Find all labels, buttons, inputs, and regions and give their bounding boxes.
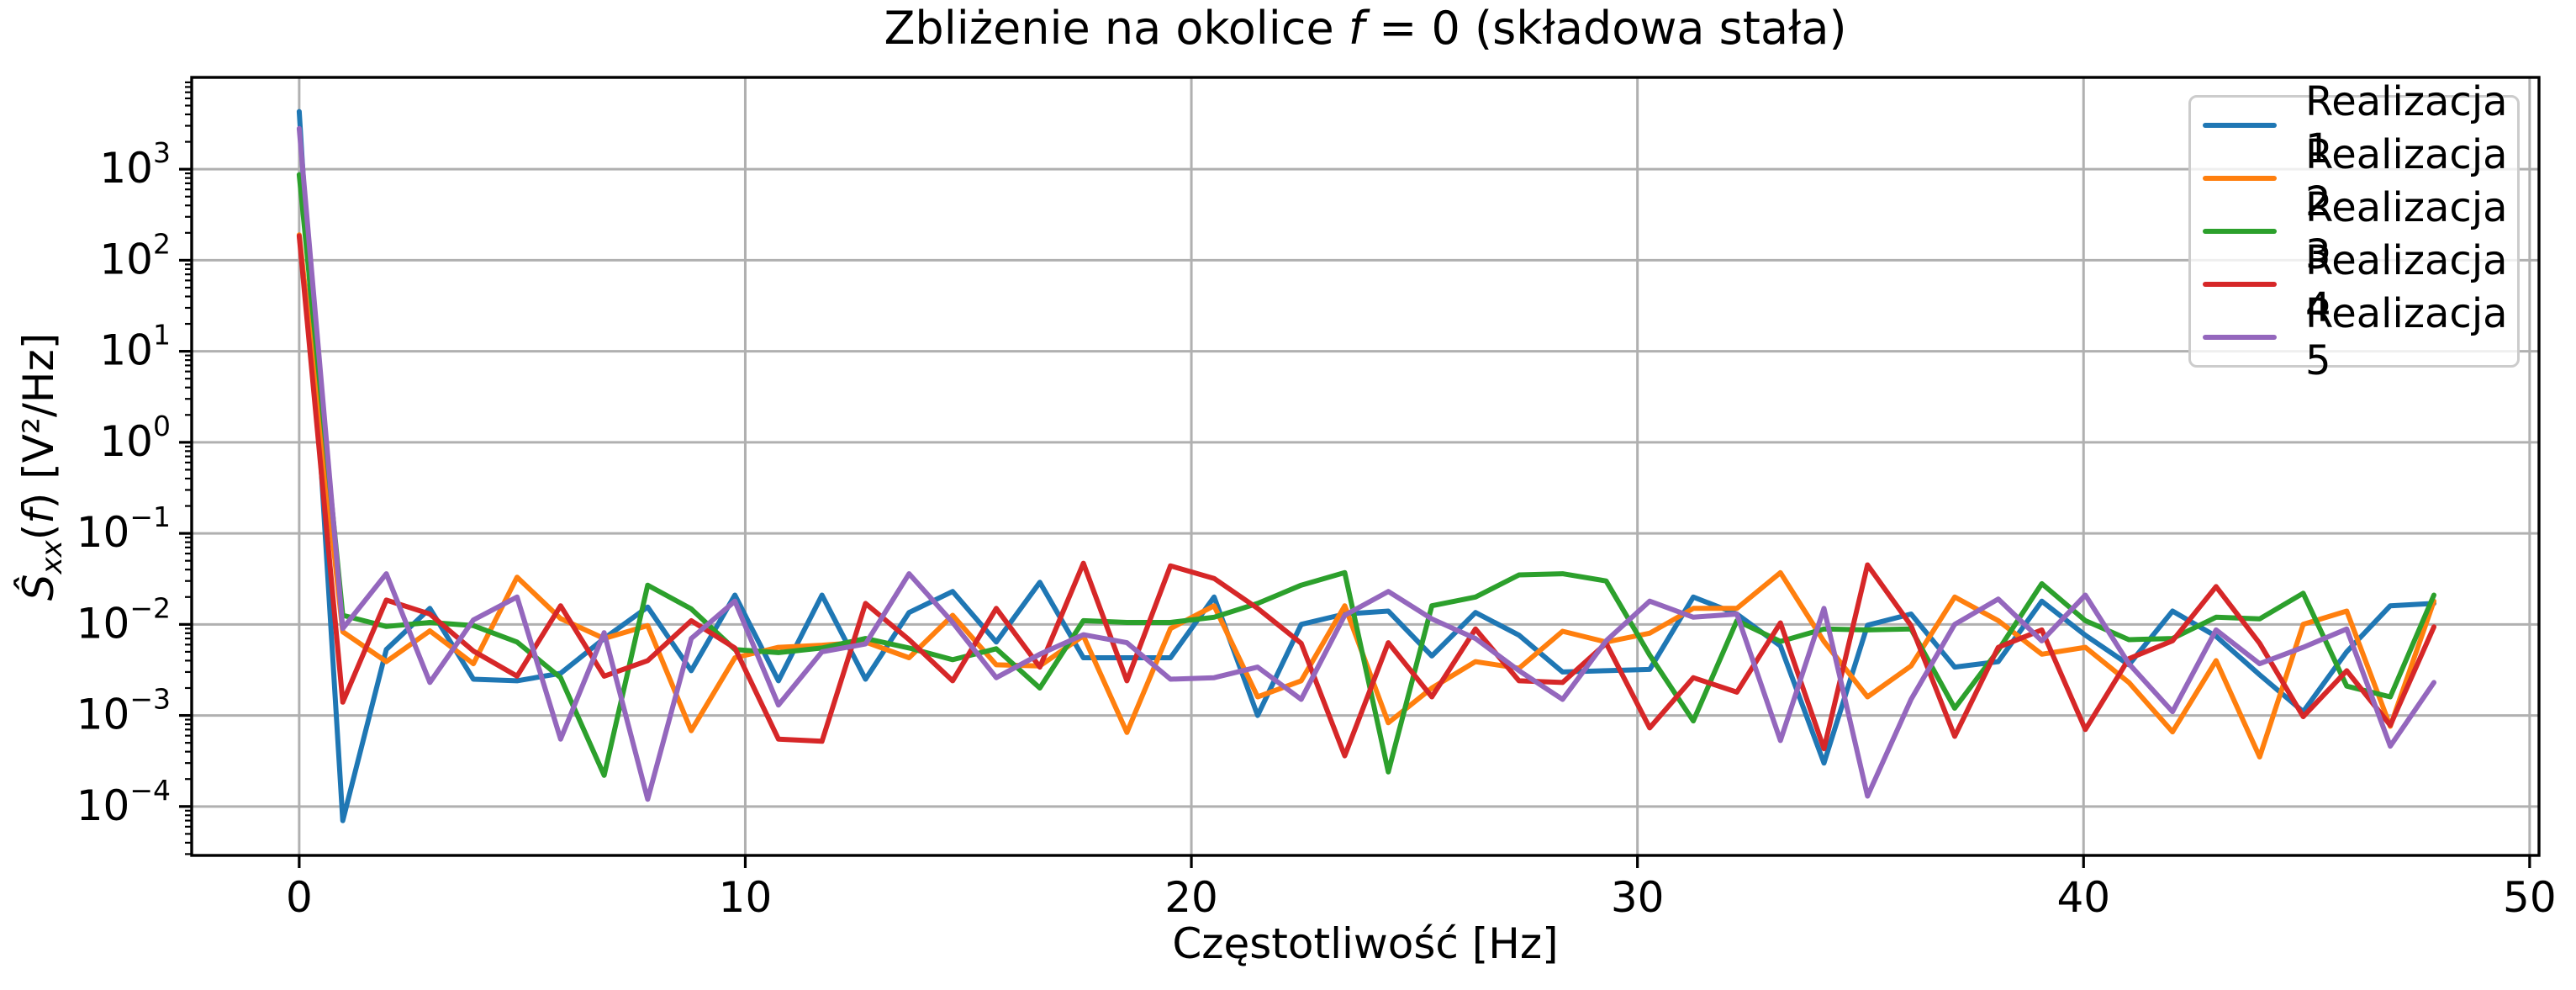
x-axis-label: Częstotliwość [Hz] [1172, 919, 1559, 968]
series-line-3 [296, 172, 2436, 778]
title-text-1: Zbliżenie na okolice [884, 2, 1349, 55]
x-tick-label-0: 0 [286, 873, 313, 922]
legend-label-2: Realizacja 2 [2305, 131, 2508, 225]
y-axis: 103 102 101 100 10−1 10−2 10−3 10−4 [77, 81, 192, 855]
y-tick-label-1e3: 103 [99, 136, 171, 193]
x-tick-label-10: 10 [719, 873, 773, 922]
y-tick-label-1e2: 102 [99, 227, 171, 283]
series-group [296, 109, 2436, 823]
ylabel-f: f [14, 509, 63, 524]
legend-swatch-3 [2203, 229, 2277, 234]
y-tick-label-1e-2: 10−2 [77, 591, 171, 648]
legend: Realizacja 1 Realizacja 2 Realizacja 3 Real… [2188, 78, 2520, 384]
legend-label-1: Realizacja 1 [2305, 78, 2508, 172]
legend-swatch-5 [2203, 335, 2277, 340]
legend-item-5: Realizacja 5 [2191, 290, 2517, 384]
legend-item-2: Realizacja 2 [2191, 131, 2517, 225]
ylabel-sub-xx: xx [35, 540, 70, 574]
series-line-1 [296, 109, 2436, 823]
x-tick-label-40: 40 [2056, 873, 2110, 922]
x-axis: 0 10 20 30 40 50 [286, 855, 2557, 922]
ylabel-paren: ( [14, 523, 63, 541]
legend-label-4: Realizacja 4 [2305, 237, 2508, 331]
y-tick-label-1e0: 100 [99, 410, 171, 466]
chart-title: Zbliżenie na okolice f = 0 (składowa sta… [192, 3, 2539, 54]
legend-swatch-2 [2203, 176, 2277, 181]
legend-swatch-4 [2203, 282, 2277, 287]
title-text-2: = 0 (składowa stała) [1364, 2, 1847, 55]
ylabel-shat: Ŝ [14, 574, 63, 601]
grid [192, 77, 2539, 855]
legend-item-3: Realizacja 3 [2191, 184, 2517, 278]
x-tick-label-30: 30 [1611, 873, 1665, 922]
legend-item-4: Realizacja 4 [2191, 237, 2517, 331]
y-tick-label-1e-4: 10−4 [77, 774, 171, 830]
y-tick-label-1e-1: 10−1 [77, 500, 171, 557]
y-tick-label-1e1: 101 [99, 319, 171, 375]
legend-item-1: Realizacja 1 [2191, 78, 2517, 172]
y-axis-label: Ŝxx(f) [V²/Hz] [13, 214, 69, 719]
ylabel-units: ) [V²/Hz] [14, 332, 63, 510]
y-tick-label-1e-3: 10−3 [77, 683, 171, 739]
series-line-5 [296, 125, 2436, 802]
series-line-4 [296, 233, 2436, 759]
x-tick-label-20: 20 [1164, 873, 1218, 922]
title-text-f: f [1348, 2, 1365, 55]
x-tick-label-50: 50 [2503, 873, 2557, 922]
axes-spines [190, 76, 2541, 857]
legend-label-5: Realizacja 5 [2305, 290, 2508, 384]
legend-label-3: Realizacja 3 [2305, 184, 2508, 278]
legend-swatch-1 [2203, 123, 2277, 128]
